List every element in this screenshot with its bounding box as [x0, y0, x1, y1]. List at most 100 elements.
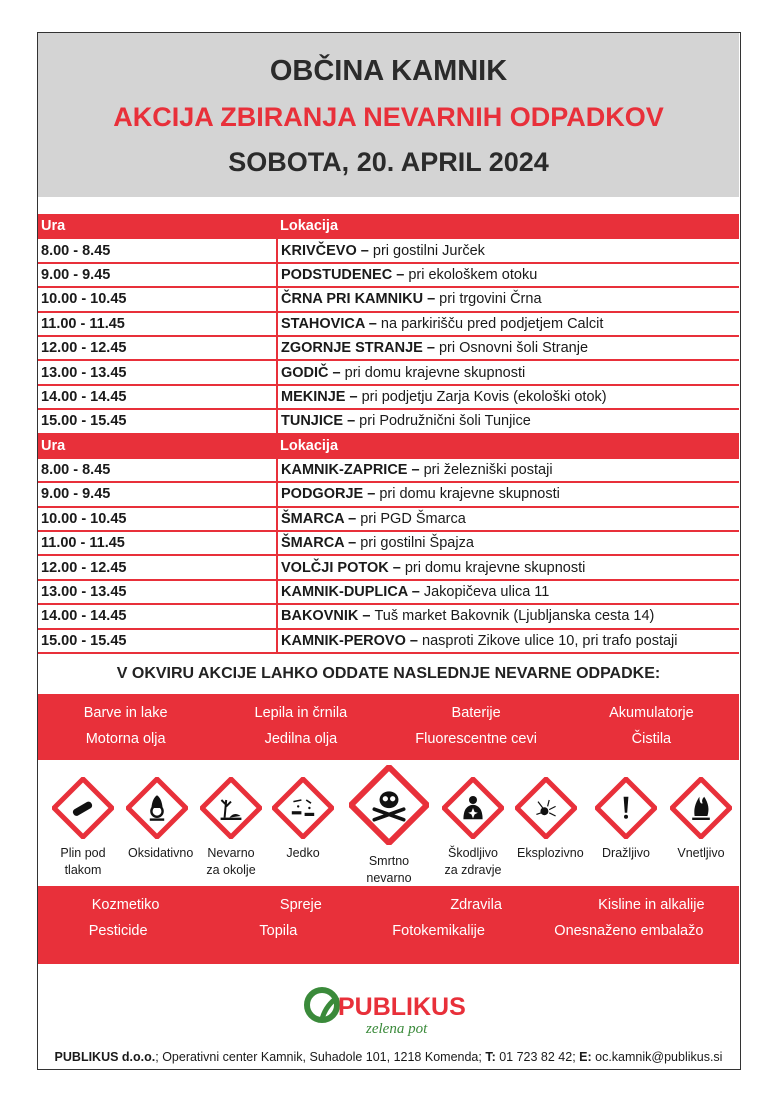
time-cell: 8.00 - 8.45	[38, 238, 278, 264]
place-desc: pri domu krajevne skupnosti	[344, 364, 526, 381]
time-cell: 9.00 - 9.45	[38, 482, 278, 508]
hazard-label: Škodljivo za zdravje	[444, 846, 502, 877]
time-cell: 13.00 - 13.45	[38, 579, 278, 606]
location-cell: KAMNIK-PEROVO – nasproti Zikove ulice 10…	[277, 628, 739, 655]
table-row: 13.00 - 13.45 GODIČ – pri domu krajevne s…	[38, 360, 739, 386]
hazard-5: Škodljivo za zdravje	[438, 777, 508, 879]
waste-item: Barve in lake	[83, 705, 168, 721]
place-name: ČRNA PRI KAMNIKU	[281, 291, 424, 308]
environment-icon	[200, 777, 262, 839]
place-name: KAMNIK-PEROVO	[281, 632, 406, 649]
waste-list-2: Kozmetiko Spreje Zdravila Kisline in alkali…	[38, 886, 739, 964]
location-cell: VOLČJI POTOK – pri domu krajevne skupnos…	[277, 555, 739, 581]
place-desc: Jakopičeva ulica 11	[423, 584, 550, 601]
hazard-label: Dražljivo	[602, 846, 650, 860]
time-cell: 11.00 - 11.45	[38, 531, 278, 557]
time-cell: 12.00 - 12.45	[38, 335, 278, 362]
table-row: 10.00 - 10.45 ŠMARCA – pri PGD Šmarca	[38, 506, 739, 533]
time-cell: 8.00 - 8.45	[38, 457, 278, 484]
place-name: PODGORJE	[281, 486, 364, 503]
hazard-label: Oksidativno	[128, 846, 194, 860]
place-name: STAHOVICA	[281, 315, 365, 332]
time-cell: 14.00 - 14.45	[38, 384, 278, 411]
waste-item: Spreje	[279, 897, 322, 913]
hazard-2: Nevarno za okolje	[196, 777, 266, 879]
table-row: 15.00 - 15.45 KAMNIK-PEROVO – nasproti Zi…	[38, 628, 739, 655]
hazard-0: Plin pod tlakom	[48, 777, 118, 879]
table-header-row: Ura Lokacija	[38, 433, 739, 459]
location-cell: PODGORJE – pri domu krajevne skupnosti	[277, 482, 739, 508]
location-cell: ČRNA PRI KAMNIKU – pri trgovini Črna	[277, 287, 739, 313]
table-header-row: Ura Lokacija	[38, 214, 739, 240]
table-row: 14.00 - 14.45 BAKOVNIK – Tuš market Bakov…	[38, 604, 739, 630]
place-name: VOLČJI POTOK	[281, 559, 389, 576]
col-location-header: Lokacija	[277, 433, 739, 459]
campaign-title: AKCIJA ZBIRANJA NEVARNIH ODPADKOV	[113, 102, 664, 132]
hazard-label: Plin pod tlakom	[60, 846, 106, 877]
waste-heading: V OKVIRU AKCIJE LAHKO ODDATE NASLEDNJE N…	[116, 665, 661, 682]
place-desc: pri Podružnični šoli Tunjice	[359, 413, 531, 430]
time-cell: 11.00 - 11.45	[38, 311, 278, 337]
footer-email[interactable]: oc.kamnik@publikus.si	[591, 1050, 723, 1064]
hazard-6: Eksplozivno	[511, 777, 584, 862]
hazard-1: Oksidativno	[122, 777, 194, 862]
location-cell: PODSTUDENEC – pri ekološkem otoku	[277, 262, 739, 289]
hazard-label: Nevarno za okolje	[206, 846, 256, 877]
svg-text:PUBLIKUS: PUBLIKUS	[338, 993, 466, 1021]
time-cell: 10.00 - 10.45	[38, 506, 278, 533]
place-name: KAMNIK-DUPLICA	[281, 584, 408, 601]
location-cell: KRIVČEVO – pri gostilni Jurček	[277, 238, 739, 264]
place-name: GODIČ	[281, 364, 329, 381]
place-desc: pri domu krajevne skupnosti	[379, 486, 560, 503]
place-name: BAKOVNIK	[281, 608, 359, 625]
col-time-header: Ura	[38, 214, 277, 240]
place-desc: na parkirišču pred podjetjem Calcit	[380, 315, 604, 332]
time-cell: 9.00 - 9.45	[38, 262, 278, 289]
location-cell: KAMNIK-DUPLICA – Jakopičeva ulica 11	[277, 579, 739, 606]
hazard-label: Smrtno nevarno	[366, 854, 412, 885]
waste-item: Fluorescentne cevi	[415, 731, 537, 747]
footer-phone: 01 723 82 42;	[495, 1050, 580, 1064]
place-name: KRIVČEVO	[281, 242, 357, 259]
place-desc: pri trgovini Črna	[439, 291, 542, 308]
table-row: 8.00 - 8.45 KRIVČEVO – pri gostilni Jurče…	[38, 238, 739, 264]
waste-item: Kisline in alkalije	[598, 897, 705, 913]
table-row: 11.00 - 11.45 ŠMARCA – pri gostilni Špajz…	[38, 531, 739, 557]
svg-text:zelena pot: zelena pot	[365, 1021, 428, 1037]
place-name: ZGORNJE STRANJE	[281, 340, 423, 357]
waste-item: Zdravila	[450, 897, 502, 913]
hazard-7: Dražljivo	[591, 777, 661, 862]
municipality-title: OBČINA KAMNIK	[269, 55, 508, 87]
footer-company: PUBLIKUS d.o.o.	[54, 1050, 156, 1064]
hazard-8: Vnetljivo	[666, 777, 736, 862]
table-row: 10.00 - 10.45 ČRNA PRI KAMNIKU – pri trgo…	[38, 287, 739, 313]
gas-cylinder-icon	[52, 777, 114, 839]
flyer-header: OBČINA KAMNIK AKCIJA ZBIRANJA NEVARNIH O…	[38, 33, 739, 197]
hazard-label: Jedko	[286, 846, 320, 860]
flyer: OBČINA KAMNIK AKCIJA ZBIRANJA NEVARNIH O…	[37, 32, 741, 1070]
place-name: ŠMARCA	[281, 510, 345, 527]
table-row: 14.00 - 14.45 MEKINJE – pri podjetju Zarj…	[38, 384, 739, 411]
publikus-logo: PUBLIKUS zelena pot	[300, 983, 480, 1043]
place-desc: pri Osnovni šoli Stranje	[438, 340, 589, 357]
waste-item: Čistila	[631, 731, 672, 747]
place-desc: pri domu krajevne skupnosti	[404, 559, 586, 576]
place-desc: pri gostilni Jurček	[372, 242, 485, 259]
hazard-label: Eksplozivno	[517, 846, 584, 860]
footer-contact: PUBLIKUS d.o.o.; Operativni center Kamni…	[38, 1050, 739, 1064]
waste-item: Kozmetiko	[91, 897, 160, 913]
time-cell: 12.00 - 12.45	[38, 555, 278, 581]
corrosive-icon	[272, 777, 334, 839]
time-cell: 15.00 - 15.45	[38, 409, 278, 435]
footer-address: ; Operativni center Kamnik, Suhadole 101…	[155, 1050, 486, 1064]
event-date: SOBOTA, 20. APRIL 2024	[228, 147, 549, 177]
place-desc: pri gostilni Špajza	[360, 535, 474, 552]
waste-item: Motorna olja	[85, 731, 166, 747]
col-location-header: Lokacija	[277, 214, 739, 240]
flame-icon	[670, 777, 732, 839]
hazard-4: Smrtno nevarno	[347, 765, 431, 887]
place-desc: pri PGD Šmarca	[360, 510, 466, 527]
waste-item: Onesnaženo embalažo	[554, 923, 704, 939]
waste-item: Jedilna olja	[264, 731, 338, 747]
location-cell: GODIČ – pri domu krajevne skupnosti	[277, 360, 739, 386]
